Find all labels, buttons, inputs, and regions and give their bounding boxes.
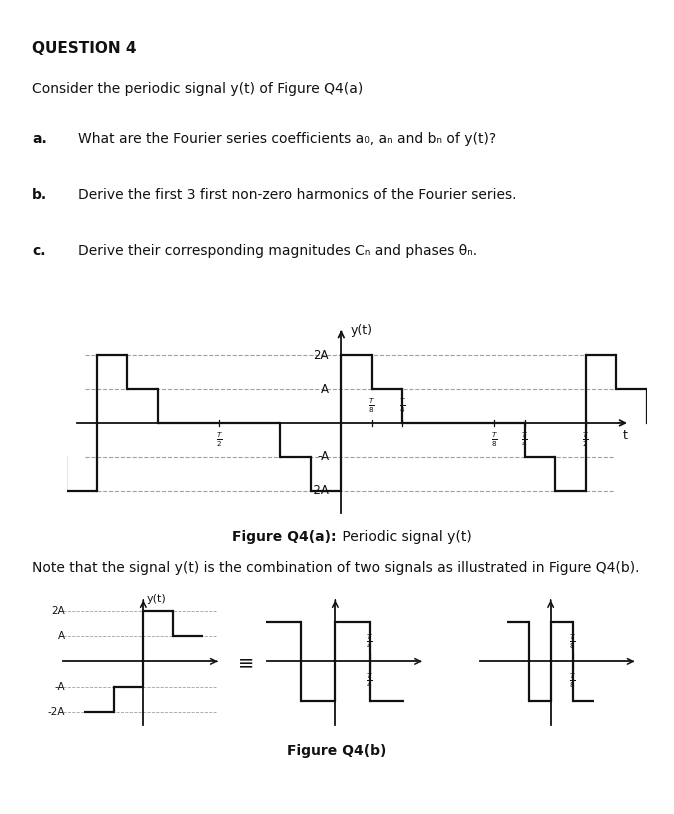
Text: Periodic signal y(t): Periodic signal y(t) [338,530,472,544]
Text: t: t [623,429,627,442]
Text: $\frac{T}{2}$: $\frac{T}{2}$ [216,431,222,449]
Text: c.: c. [32,243,46,257]
Text: Consider the periodic signal y(t) of Figure Q4(a): Consider the periodic signal y(t) of Fig… [32,82,363,96]
Text: 2A: 2A [313,349,329,362]
Text: -A: -A [317,450,329,463]
Text: a.: a. [32,132,47,147]
Text: $\frac{T}{4}$: $\frac{T}{4}$ [367,632,373,651]
Text: Note that the signal y(t) is the combination of two signals as illustrated in Fi: Note that the signal y(t) is the combina… [32,561,640,575]
Text: Derive their corresponding magnitudes Cₙ and phases θₙ.: Derive their corresponding magnitudes Cₙ… [78,243,477,257]
Text: y(t): y(t) [351,325,373,338]
Text: b.: b. [32,188,47,202]
Text: $\frac{T}{4}$: $\frac{T}{4}$ [521,431,528,449]
Text: 2A: 2A [51,606,65,615]
Text: $\frac{T}{8}$: $\frac{T}{8}$ [491,431,497,449]
Text: A: A [321,383,329,396]
Text: Figure Q4(a):: Figure Q4(a): [233,530,337,544]
Text: $\frac{T}{2}$: $\frac{T}{2}$ [582,431,589,449]
Text: What are the Fourier series coefficients a₀, aₙ and bₙ of y(t)?: What are the Fourier series coefficients… [78,132,495,147]
Text: -A: -A [54,682,65,692]
Text: $\frac{T}{4}$: $\frac{T}{4}$ [399,397,406,415]
Text: $\frac{T}{8}$: $\frac{T}{8}$ [569,672,576,690]
Text: y(t): y(t) [147,594,166,605]
Text: A: A [57,631,65,641]
Text: $\frac{T}{4}$: $\frac{T}{4}$ [367,672,373,690]
Text: $\frac{T}{8}$: $\frac{T}{8}$ [569,632,576,651]
Text: ≡: ≡ [238,654,254,673]
Text: $\frac{T}{8}$: $\frac{T}{8}$ [369,397,375,415]
Text: Derive the first 3 first non-zero harmonics of the Fourier series.: Derive the first 3 first non-zero harmon… [78,188,516,202]
Text: -2A: -2A [47,707,65,717]
Text: Figure Q4(b): Figure Q4(b) [287,744,387,759]
Text: -2A: -2A [309,484,329,497]
Text: QUESTION 4: QUESTION 4 [32,42,137,56]
